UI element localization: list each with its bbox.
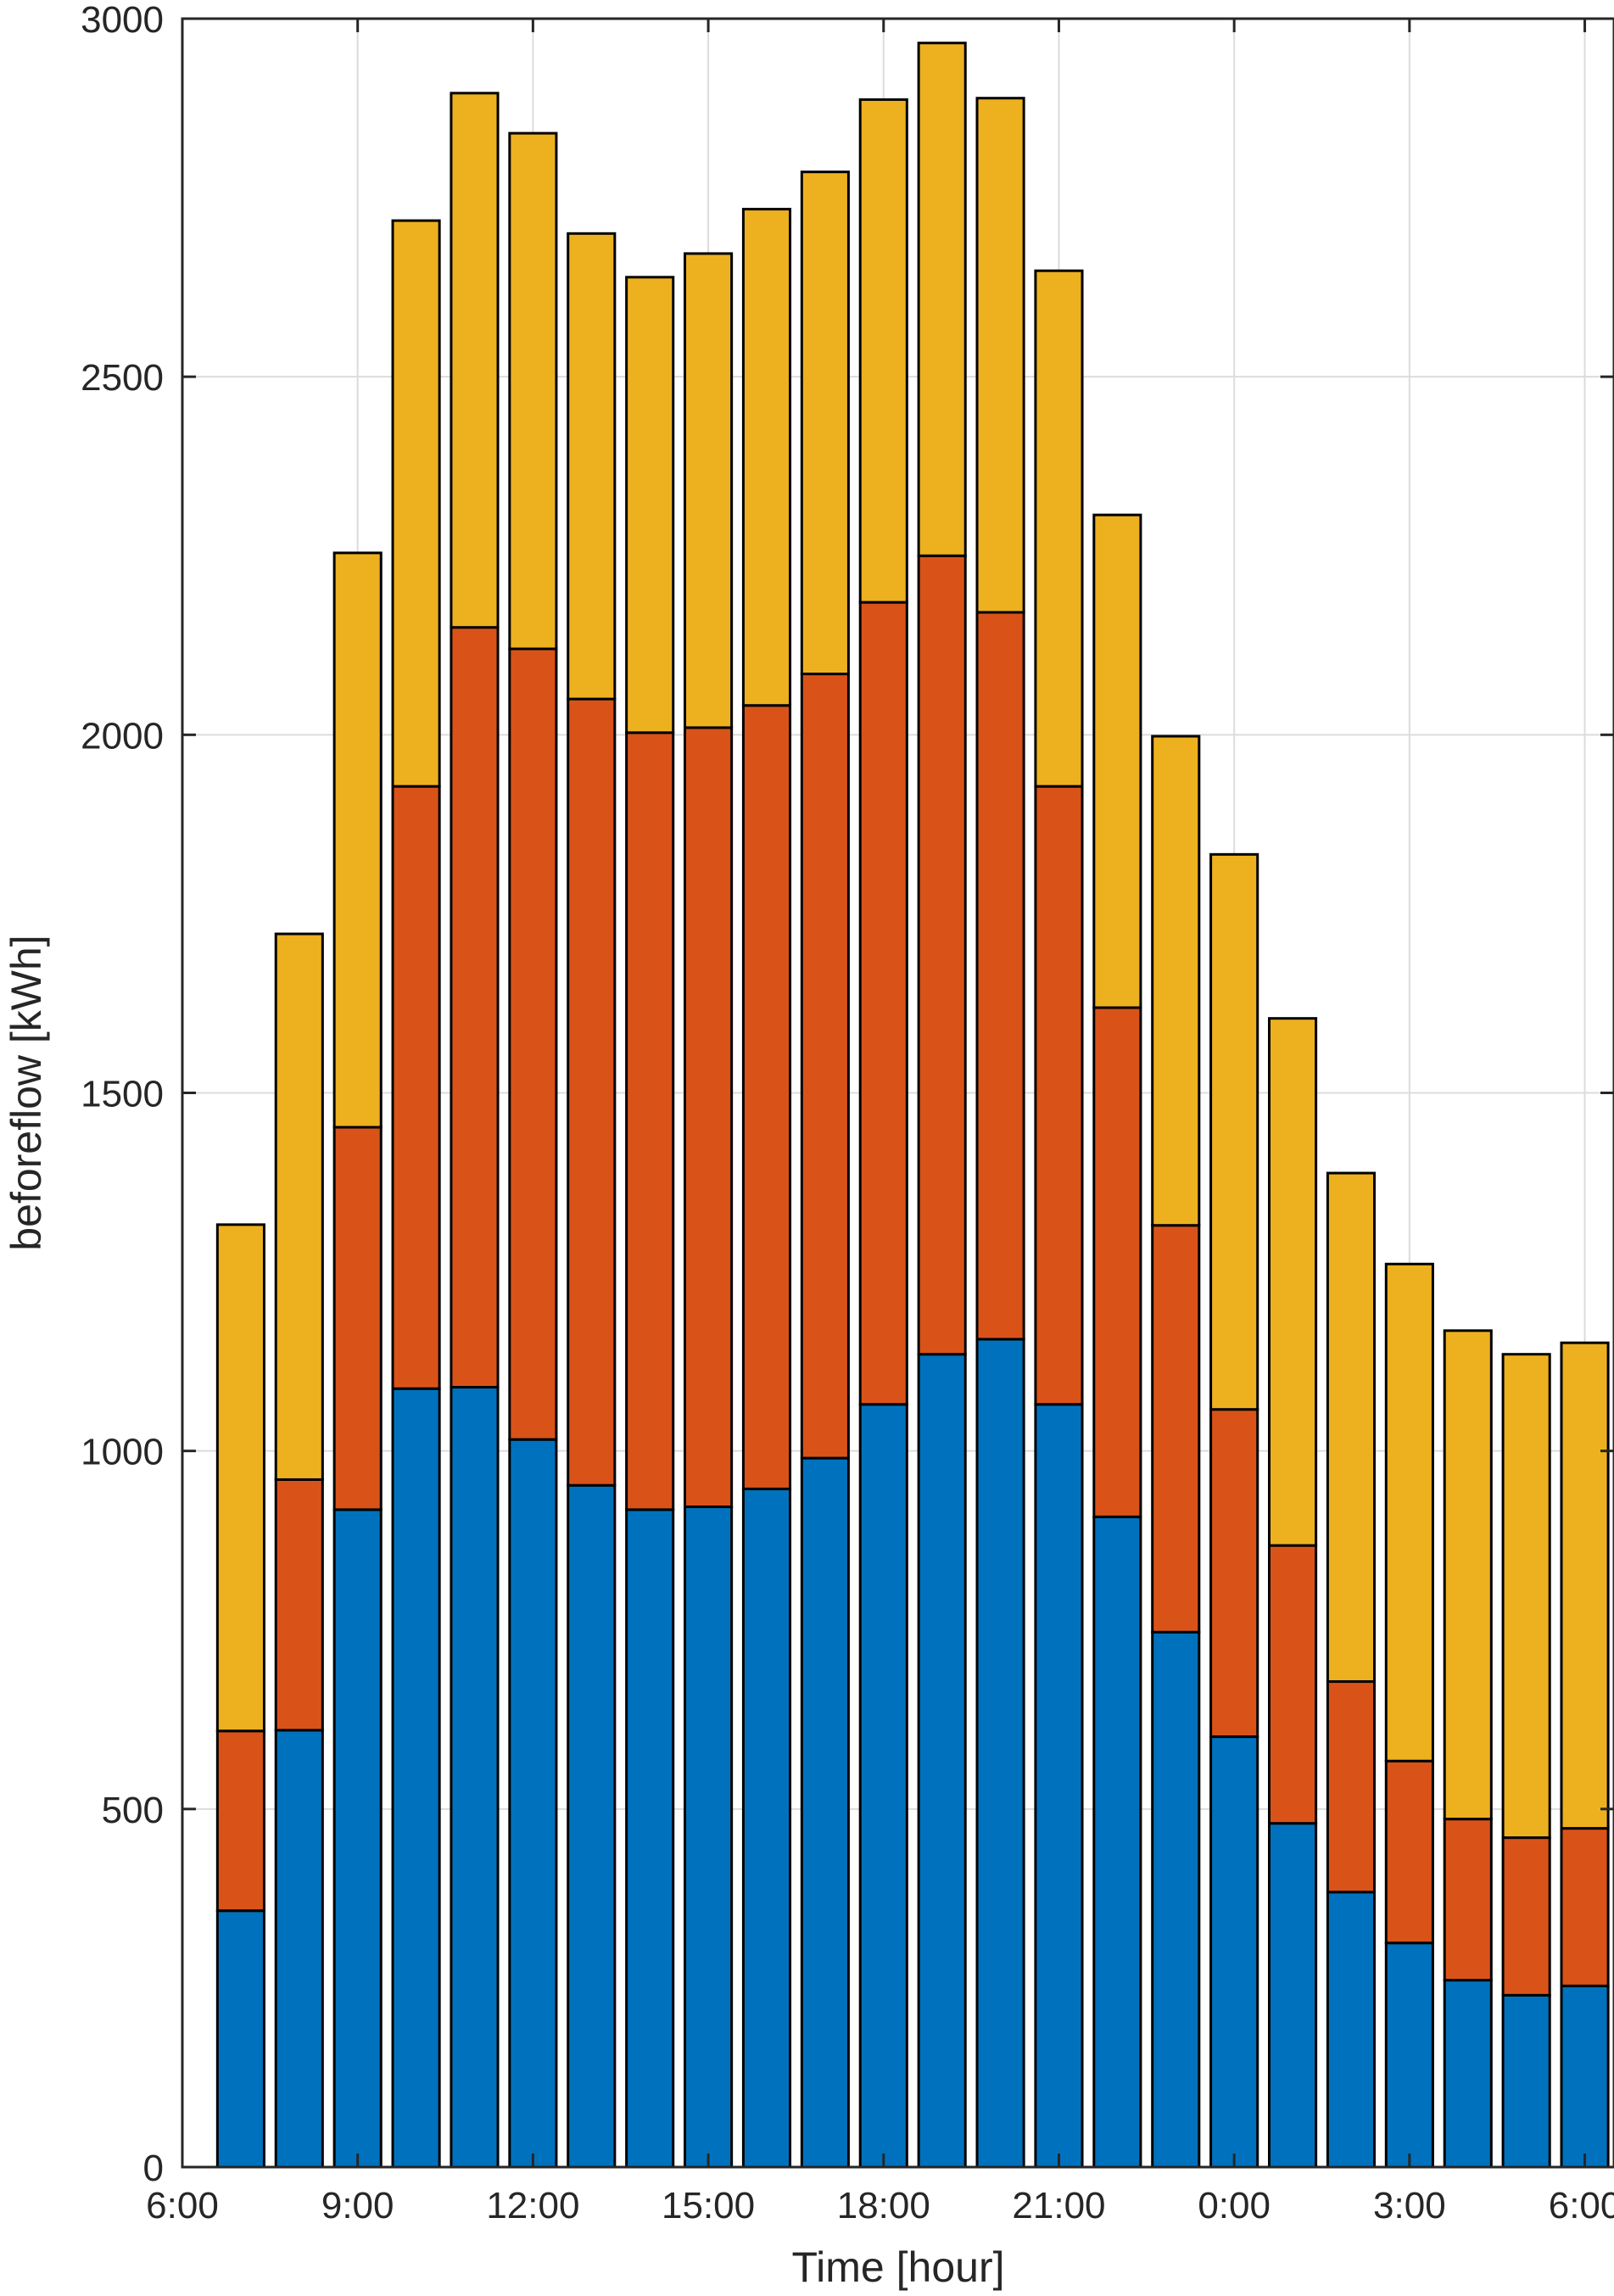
bar-segment-series-3 xyxy=(1268,1017,1318,1547)
bar-segment-series-3 xyxy=(1092,513,1142,1009)
bar-segment-series-2 xyxy=(567,697,617,1487)
bar-segment-series-3 xyxy=(800,170,850,676)
bar-segment-series-1 xyxy=(1326,1891,1377,2169)
bar-segment-series-3 xyxy=(1034,269,1084,788)
bar-segment-series-1 xyxy=(215,1909,265,2169)
bar-segment-series-1 xyxy=(1151,1630,1201,2169)
y-tick-label: 1000 xyxy=(81,1432,164,1473)
bar-segment-series-2 xyxy=(1209,1408,1259,1739)
bar-segment-series-1 xyxy=(508,1438,558,2169)
bar-segment-series-1 xyxy=(975,1338,1025,2169)
x-tick-label: 6:00 xyxy=(1549,2185,1614,2226)
bar-segment-series-2 xyxy=(975,611,1025,1341)
bar-segment-series-1 xyxy=(1560,1984,1610,2169)
bar-segment-series-2 xyxy=(1501,1836,1551,1997)
bar-segment-series-3 xyxy=(1443,1329,1493,1821)
bar-segment-series-1 xyxy=(450,1386,500,2169)
bar-segment-series-3 xyxy=(332,551,383,1129)
bar-segment-series-1 xyxy=(1268,1822,1318,2169)
bar-segment-series-3 xyxy=(567,232,617,701)
y-tick-label: 0 xyxy=(143,2148,164,2189)
bar-segment-series-1 xyxy=(1092,1515,1142,2169)
bar-segment-series-2 xyxy=(450,626,500,1389)
bar-segment-series-2 xyxy=(1092,1006,1142,1518)
x-tick-label: 0:00 xyxy=(1198,2185,1271,2226)
bar-segment-series-2 xyxy=(917,554,967,1356)
bar-segment-series-3 xyxy=(1560,1341,1610,1830)
bar-segment-series-3 xyxy=(1501,1353,1551,1840)
bar-segment-series-3 xyxy=(215,1223,265,1733)
bar-segment-series-3 xyxy=(917,42,967,557)
x-tick-label: 6:00 xyxy=(146,2185,219,2226)
bar-segment-series-2 xyxy=(274,1478,324,1732)
y-axis-title: beforeflow [kWh] xyxy=(3,935,50,1250)
bar-segment-series-3 xyxy=(741,208,792,707)
bar-segment-series-3 xyxy=(975,97,1025,614)
bar-segment-series-2 xyxy=(684,726,734,1509)
bar-segment-series-3 xyxy=(625,276,675,735)
bar-segment-series-2 xyxy=(508,647,558,1441)
bar-segment-series-3 xyxy=(1326,1171,1377,1684)
x-tick-label: 21:00 xyxy=(1012,2185,1105,2226)
x-tick-label: 12:00 xyxy=(486,2185,579,2226)
bar-segment-series-1 xyxy=(684,1506,734,2169)
y-tick-label: 1500 xyxy=(81,1074,164,1115)
x-tick-label: 18:00 xyxy=(837,2185,930,2226)
bar-segment-series-1 xyxy=(391,1387,441,2169)
bar-segment-series-3 xyxy=(450,92,500,629)
bar-segment-series-1 xyxy=(917,1353,967,2169)
bar-segment-series-2 xyxy=(741,704,792,1490)
y-tick-label: 500 xyxy=(102,1790,164,1831)
bar-segment-series-2 xyxy=(625,731,675,1511)
x-tick-label: 9:00 xyxy=(321,2185,394,2226)
tick-layer: 0 500 1000 1500 2000 2500 3000 6:00 9:00 12:00 15:… xyxy=(81,0,1614,2226)
x-tick-label: 3:00 xyxy=(1373,2185,1446,2226)
bar-segment-series-1 xyxy=(1384,1941,1434,2169)
bar-segment-series-2 xyxy=(1560,1827,1610,1987)
y-tick-label: 2500 xyxy=(81,357,164,399)
bar-segment-series-1 xyxy=(567,1483,617,2169)
bar-segment-series-1 xyxy=(332,1508,383,2169)
bar-segment-series-2 xyxy=(800,673,850,1460)
bar-segment-series-1 xyxy=(1209,1735,1259,2169)
bar-segment-series-3 xyxy=(684,252,734,729)
bar-segment-series-2 xyxy=(1268,1544,1318,1825)
x-axis-title: Time [hour] xyxy=(791,2243,1004,2291)
bar-segment-series-1 xyxy=(1443,1979,1493,2169)
bar-segment-series-3 xyxy=(1209,852,1259,1411)
bar-segment-series-3 xyxy=(391,219,441,788)
bar-segment-series-3 xyxy=(1151,735,1201,1227)
bar-segment-series-3 xyxy=(858,98,908,604)
y-tick-label: 2000 xyxy=(81,715,164,757)
bar-segment-series-3 xyxy=(274,932,324,1481)
bar-segment-series-3 xyxy=(508,131,558,651)
bar-segment-series-2 xyxy=(1384,1759,1434,1945)
bar-segment-series-1 xyxy=(1501,1993,1551,2169)
bar-segment-series-2 xyxy=(332,1126,383,1511)
bar-segment-series-2 xyxy=(1034,785,1084,1406)
bar-segment-series-1 xyxy=(741,1487,792,2169)
bar-segment-series-1 xyxy=(800,1456,850,2169)
bar-segment-series-1 xyxy=(858,1403,908,2169)
bar-segment-series-2 xyxy=(858,601,908,1406)
bar-segment-series-1 xyxy=(1034,1403,1084,2169)
bar-segment-series-3 xyxy=(1384,1262,1434,1763)
bar-segment-series-2 xyxy=(1326,1680,1377,1894)
y-tick-label: 3000 xyxy=(81,0,164,41)
bar-segment-series-1 xyxy=(625,1508,675,2169)
bar-layer xyxy=(215,42,1610,2169)
bar-segment-series-1 xyxy=(274,1729,324,2169)
bar-segment-series-2 xyxy=(215,1729,265,1913)
bar-segment-series-2 xyxy=(391,785,441,1390)
bar-segment-series-2 xyxy=(1443,1818,1493,1982)
bar-segment-series-2 xyxy=(1151,1224,1201,1634)
x-tick-label: 15:00 xyxy=(662,2185,755,2226)
